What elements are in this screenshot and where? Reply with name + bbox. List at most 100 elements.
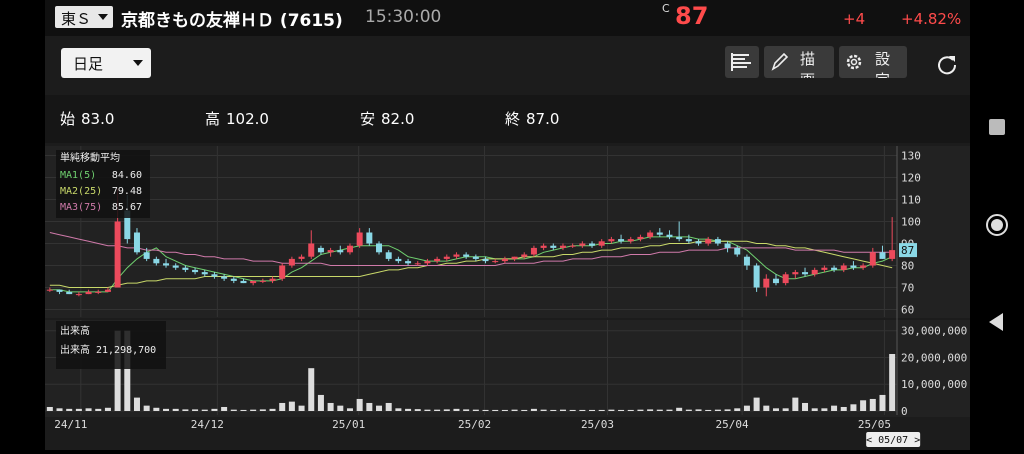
refresh-button[interactable]	[935, 52, 959, 76]
volume-bar	[259, 409, 266, 411]
candle-body	[356, 232, 363, 246]
volume-bar	[511, 409, 518, 411]
volume-bar	[434, 409, 441, 411]
volume-bar	[637, 409, 644, 411]
candle-body	[889, 250, 896, 259]
candle-body	[482, 258, 489, 262]
volume-bar	[279, 402, 286, 411]
recent-button[interactable]	[989, 119, 1005, 135]
candle-body	[589, 243, 596, 246]
volume-legend-value: 21,298,700	[96, 345, 156, 356]
volume-bar	[463, 409, 470, 411]
ohlc-value: 87.0	[526, 110, 560, 128]
volume-bar	[666, 409, 673, 411]
candle-body	[511, 256, 518, 259]
volume-bar	[414, 409, 421, 411]
candle-body	[211, 274, 218, 277]
volume-bar	[443, 409, 450, 411]
volume-bar	[308, 368, 315, 411]
y-tick-label: 70	[901, 282, 914, 295]
ohlc-label: 始	[60, 110, 76, 128]
volume-bar	[589, 409, 596, 411]
volume-bar	[821, 408, 828, 411]
volume-bar	[356, 398, 363, 411]
volume-bar	[269, 408, 276, 411]
candle-body	[104, 289, 111, 292]
volume-bar	[792, 397, 799, 411]
candle-body	[240, 280, 247, 284]
volume-bar	[734, 408, 741, 411]
candle-body	[802, 272, 809, 275]
volume-bar	[153, 407, 160, 411]
volume-bar	[840, 406, 847, 411]
volume-bar	[492, 409, 499, 411]
draw-button[interactable]: 描画	[764, 46, 834, 78]
period-select[interactable]: 日足	[61, 48, 151, 78]
candle-body	[705, 239, 712, 244]
candle-body	[724, 243, 731, 248]
volume-bar	[753, 397, 760, 411]
candle-body	[772, 278, 779, 284]
y-tick-label: 120	[901, 172, 921, 185]
candle-body	[608, 239, 615, 242]
volume-bar	[317, 394, 324, 411]
candle-body	[540, 245, 547, 248]
volume-bar	[656, 409, 663, 411]
volume-bar	[376, 405, 383, 411]
candle-body	[143, 252, 150, 259]
back-button[interactable]	[989, 313, 1003, 331]
candle-body	[405, 261, 412, 264]
y-tick-label: 60	[901, 304, 914, 317]
volume-bar	[337, 405, 344, 411]
candle-body	[182, 267, 189, 270]
volume-bar	[240, 409, 247, 411]
market-select[interactable]: 東Ｓ	[55, 6, 113, 28]
volume-bar	[250, 409, 257, 411]
candle-body	[879, 252, 886, 259]
candle-body	[782, 274, 789, 284]
ma-line	[49, 236, 893, 293]
volume-bar	[346, 408, 353, 411]
x-tick-label: 25/04	[716, 418, 749, 431]
volume-bar	[221, 406, 228, 411]
candle-body	[56, 289, 63, 292]
candle-body	[763, 278, 770, 288]
candle-body	[860, 265, 867, 268]
volume-bar	[501, 409, 508, 411]
candle-body	[869, 252, 876, 266]
candle-body	[317, 247, 324, 253]
candle-body	[172, 265, 179, 268]
volume-bar	[124, 330, 131, 411]
volume-bar	[521, 409, 528, 411]
candle-body	[327, 250, 334, 253]
volume-bar	[405, 408, 412, 411]
volume-bar	[763, 405, 770, 411]
indicator-button[interactable]	[725, 46, 759, 78]
volume-bar	[143, 405, 150, 411]
y-tick-label: 130	[901, 150, 921, 163]
ma-line	[49, 240, 893, 288]
candle-body	[559, 245, 566, 248]
c-mark: C	[662, 2, 670, 15]
legend-value: 79.48	[112, 186, 142, 197]
volume-bar	[695, 409, 702, 411]
volume-bar	[618, 409, 625, 411]
volume-bar	[104, 407, 111, 411]
candle-body	[250, 280, 257, 284]
candle-body	[298, 256, 305, 259]
settings-button[interactable]: 設定	[839, 46, 907, 78]
ohlc-value: 82.0	[381, 110, 415, 128]
volume-bar	[95, 408, 102, 411]
time: 15:30:00	[365, 7, 442, 27]
volume-bar	[811, 408, 818, 411]
candle-body	[753, 265, 760, 288]
candle-body	[85, 291, 92, 295]
candle-body	[831, 267, 838, 270]
cursor-box	[866, 432, 921, 447]
draw-label: 描画	[800, 50, 826, 78]
volume-bar	[598, 409, 605, 411]
volume-bar	[163, 408, 170, 411]
volume-bar	[879, 394, 886, 411]
change: +4	[843, 10, 866, 28]
home-button[interactable]	[986, 214, 1008, 236]
